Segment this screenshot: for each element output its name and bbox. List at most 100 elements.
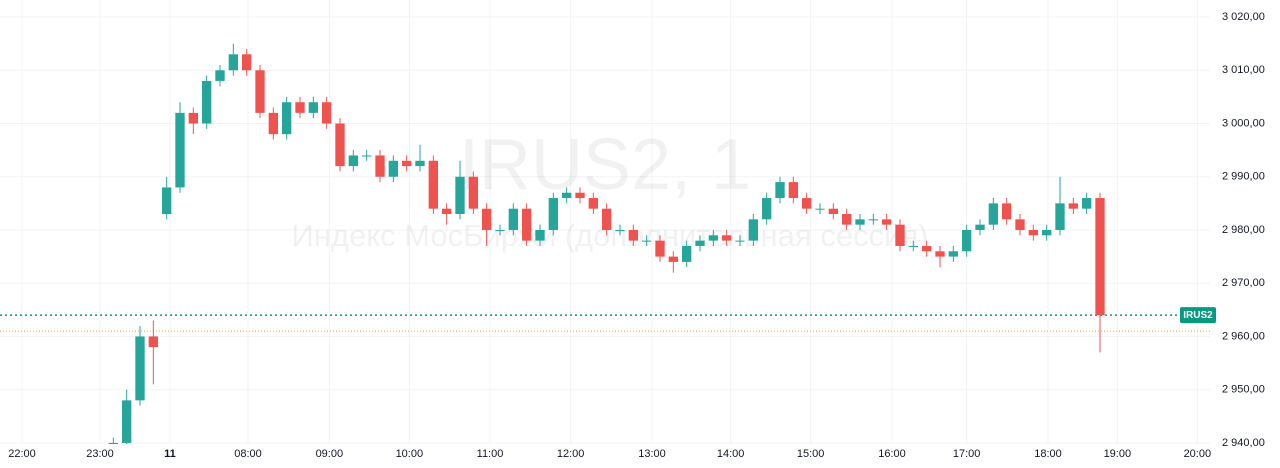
candle-body xyxy=(602,208,612,230)
y-tick-label: 3 020,00 xyxy=(1222,11,1265,23)
candle-body xyxy=(842,214,852,225)
candle-body xyxy=(895,224,905,246)
candle-body xyxy=(122,400,132,443)
candle-body xyxy=(722,235,732,241)
candle-body xyxy=(188,112,198,124)
candle-body xyxy=(308,102,318,113)
candle-body xyxy=(148,336,158,348)
candle-body xyxy=(1068,203,1078,209)
candle-body xyxy=(535,229,545,241)
candle-body xyxy=(1002,203,1012,220)
candle-body xyxy=(855,219,865,225)
candle-body xyxy=(522,208,532,241)
candle-body xyxy=(428,160,438,209)
candle-body xyxy=(615,229,625,231)
candle-body xyxy=(495,229,505,231)
candle-body xyxy=(1028,229,1038,236)
candle-body xyxy=(975,224,985,230)
x-tick-label: 18:00 xyxy=(1034,448,1062,460)
candle-body xyxy=(695,240,705,246)
candle-body xyxy=(282,102,292,135)
candle-body xyxy=(175,112,185,188)
x-tick-label: 12:00 xyxy=(557,448,585,460)
candle-body xyxy=(1042,229,1052,236)
candle-body xyxy=(228,54,238,71)
candle-body xyxy=(215,70,225,81)
candle-body xyxy=(762,198,772,220)
candle-body xyxy=(1095,198,1105,316)
x-tick-label: 20:00 xyxy=(1184,448,1212,460)
x-tick-label: 22:00 xyxy=(8,448,36,460)
candle-body xyxy=(442,208,452,215)
candle-body xyxy=(268,112,278,135)
y-tick-label: 2 980,00 xyxy=(1222,224,1265,236)
candle-body xyxy=(828,208,838,215)
candle-body xyxy=(575,192,585,199)
candle-body xyxy=(682,245,692,262)
x-tick-label: 09:00 xyxy=(316,448,344,460)
price-label: IRUS2 xyxy=(1183,310,1213,321)
candle-body xyxy=(628,229,638,241)
candle-body xyxy=(322,102,332,124)
y-tick-label: 2 960,00 xyxy=(1222,330,1265,342)
candle-body xyxy=(482,208,492,230)
x-tick-label: 19:00 xyxy=(1104,448,1132,460)
candle-body xyxy=(748,219,758,241)
candle-body xyxy=(788,182,798,199)
x-tick-label: 14:00 xyxy=(717,448,745,460)
candle-body xyxy=(335,123,345,167)
x-tick-label: 16:00 xyxy=(878,448,906,460)
candle-body xyxy=(935,251,945,257)
candle-body xyxy=(882,219,892,225)
candle-body xyxy=(508,208,518,230)
candle-body xyxy=(588,198,598,209)
y-tick-label: 3 010,00 xyxy=(1222,64,1265,76)
candle-body xyxy=(868,219,878,221)
candle-body xyxy=(775,182,785,199)
candle-body xyxy=(922,245,932,252)
candle-body xyxy=(962,229,972,252)
candle-body xyxy=(255,70,265,113)
y-tick-label: 2 950,00 xyxy=(1222,384,1265,396)
candle-body xyxy=(1082,198,1092,209)
candle-body xyxy=(108,442,118,444)
candle-body xyxy=(815,208,825,210)
y-tick-label: 2 940,00 xyxy=(1222,437,1265,449)
x-tick-label: 11 xyxy=(164,448,176,460)
candle-body xyxy=(202,80,212,124)
y-tick-label: 3 000,00 xyxy=(1222,117,1265,129)
candle-body xyxy=(388,160,398,177)
candle-body xyxy=(562,192,572,199)
candle-body xyxy=(135,336,145,401)
candle-body xyxy=(908,245,918,247)
candle-body xyxy=(948,251,958,257)
x-tick-label: 17:00 xyxy=(953,448,981,460)
x-tick-label: 10:00 xyxy=(396,448,424,460)
x-tick-label: 08:00 xyxy=(234,448,262,460)
candle-body xyxy=(415,160,425,167)
candle-body xyxy=(295,102,305,113)
axes: 2 940,00 2 950,00 2 960,00 2 970,00 2 980,00… xyxy=(8,11,1265,460)
candle-body xyxy=(708,235,718,241)
candle-body xyxy=(348,155,358,167)
plot-area xyxy=(0,43,1210,444)
watermark-title: IRUS2, 1 xyxy=(459,125,751,205)
candle-body xyxy=(1055,203,1065,230)
candle-body xyxy=(988,203,998,225)
y-tick-label: 2 990,00 xyxy=(1222,171,1265,183)
x-tick-label: 11:00 xyxy=(477,448,504,460)
candle-body xyxy=(162,187,172,215)
candle-body xyxy=(468,176,478,209)
candle-body xyxy=(668,256,678,262)
candle-body xyxy=(735,240,745,242)
candle-body xyxy=(402,160,412,167)
y-tick-label: 2 970,00 xyxy=(1222,277,1265,289)
candle-body xyxy=(455,176,465,215)
candle-body xyxy=(655,240,665,257)
grid xyxy=(0,0,1210,444)
candle-body xyxy=(802,198,812,209)
candle-body xyxy=(375,155,385,177)
candle-body xyxy=(362,155,372,157)
candle-body xyxy=(1015,219,1025,230)
